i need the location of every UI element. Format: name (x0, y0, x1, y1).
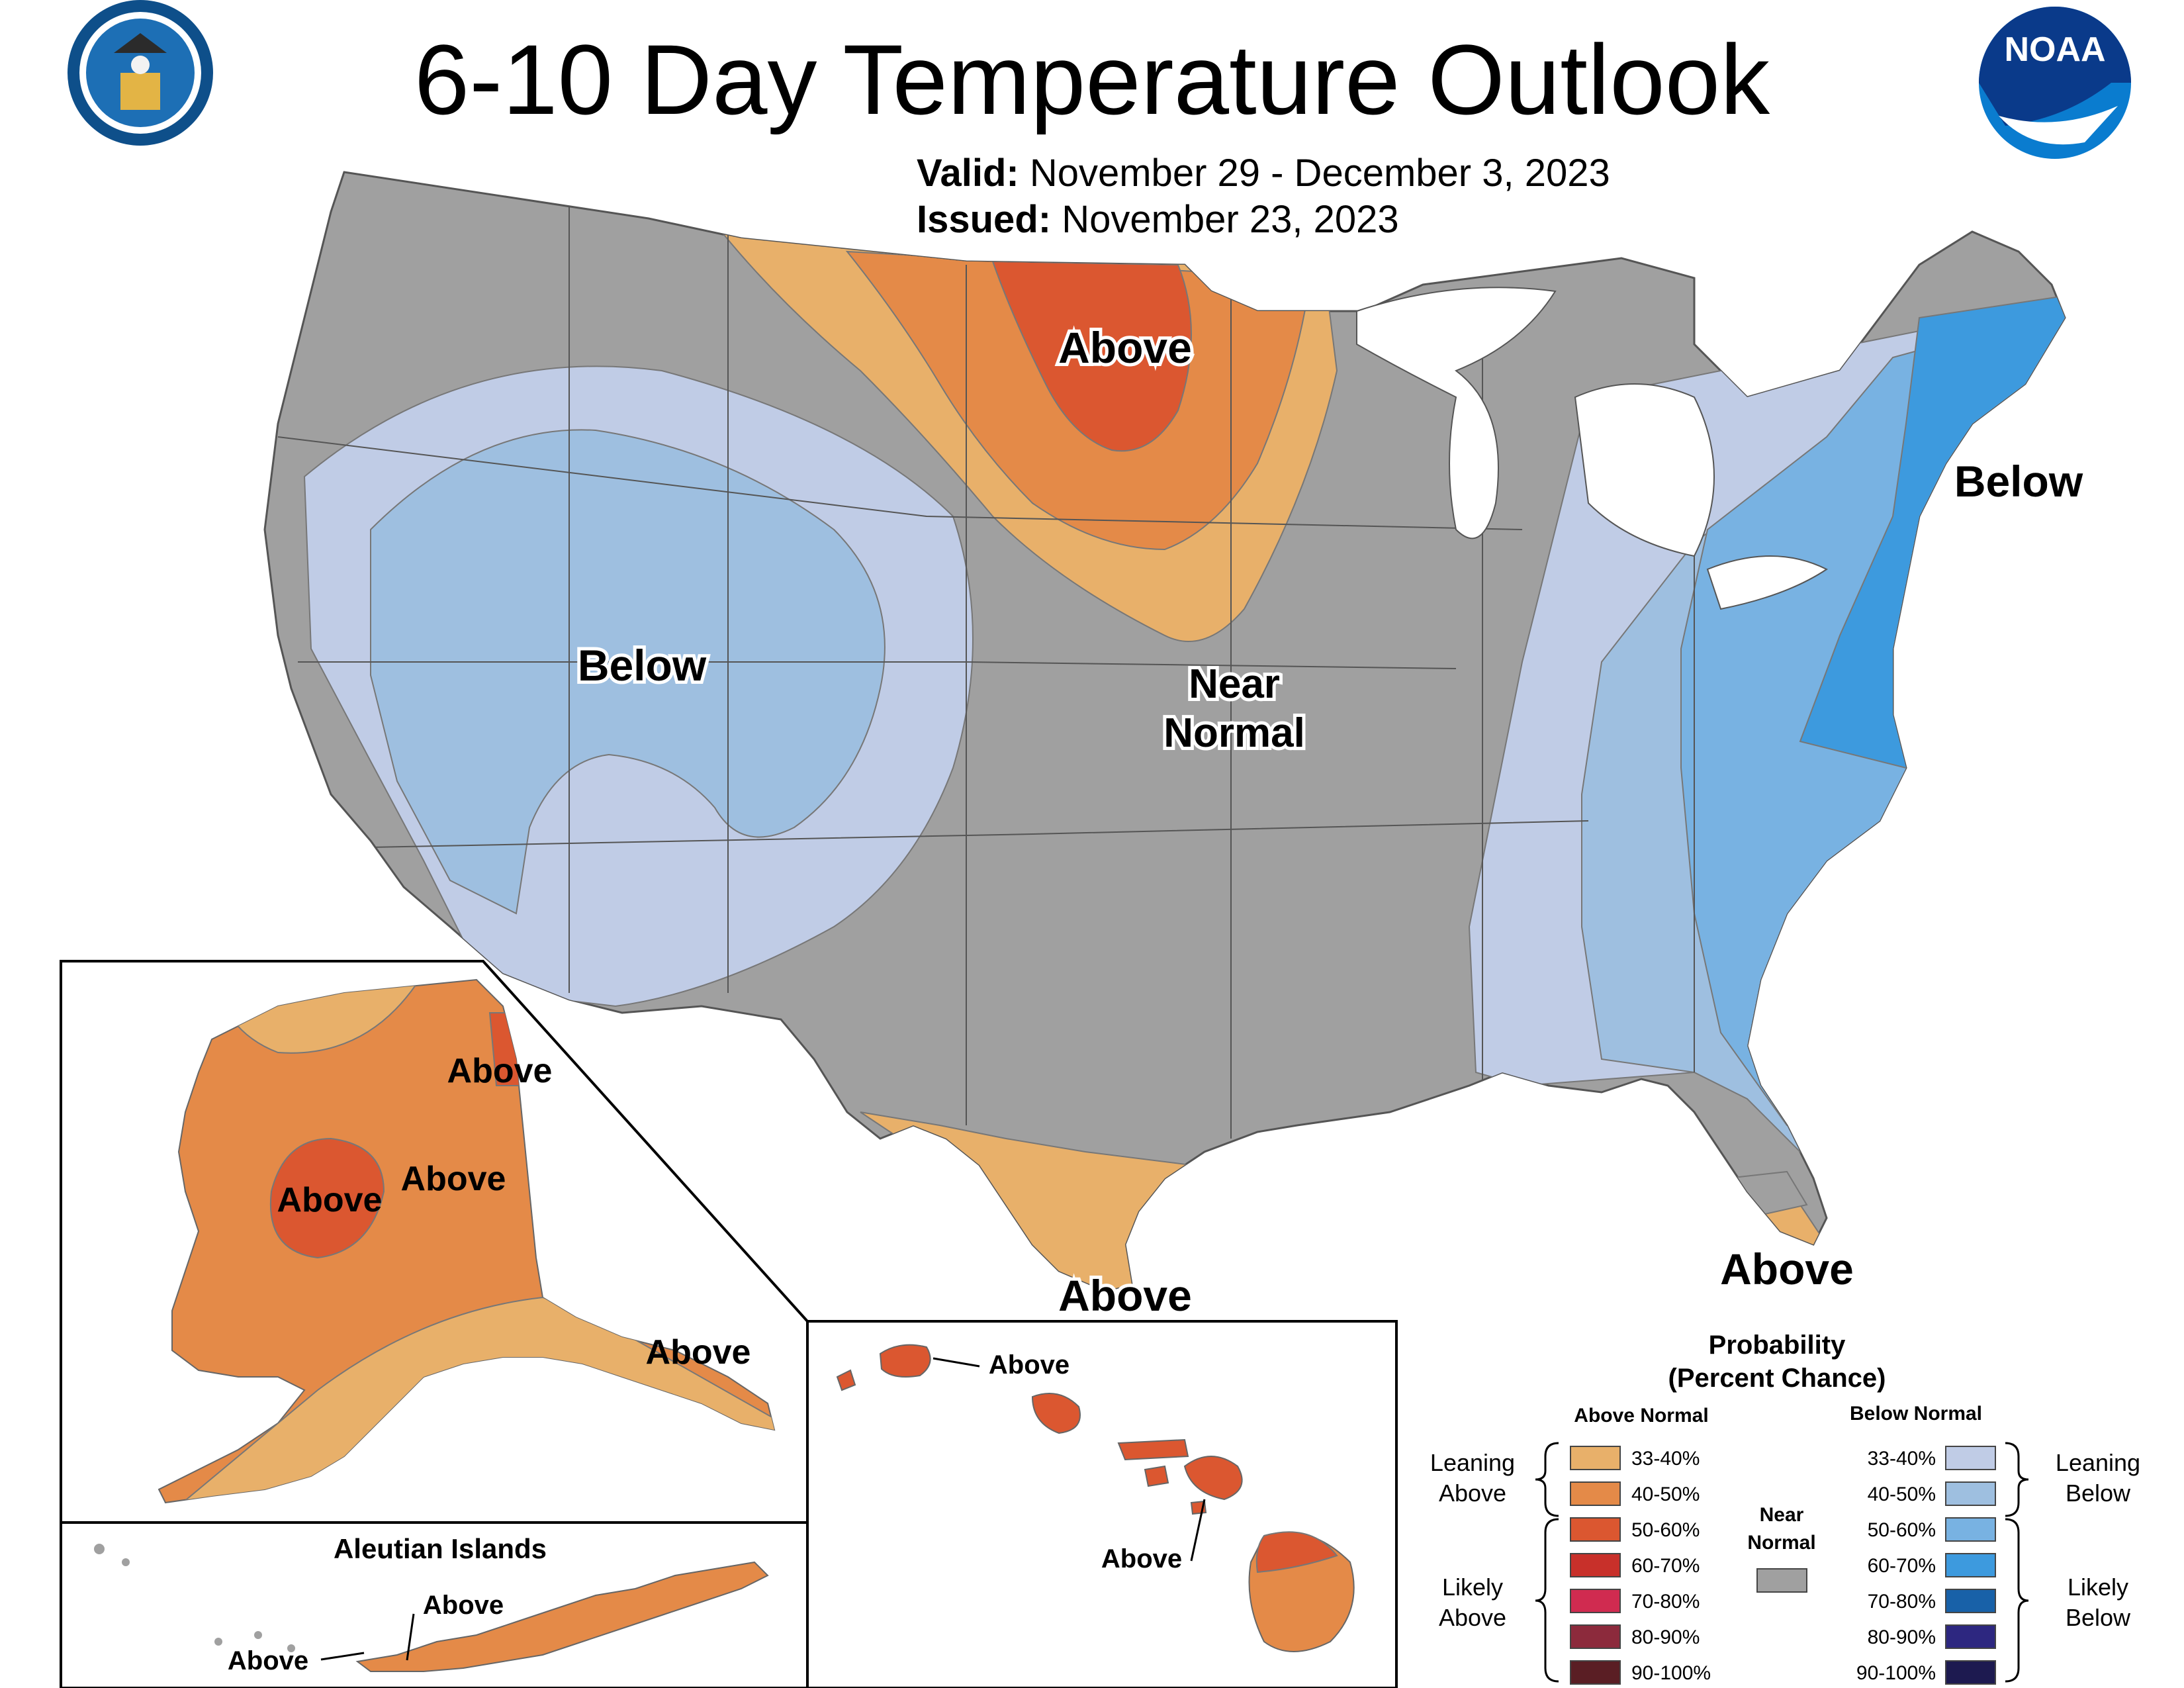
region-above-50-60-north (991, 260, 1192, 452)
above-bin-label-6: 90-100% (1631, 1662, 1711, 1684)
leaning-below-line2: Below (2066, 1479, 2131, 1507)
likely-below-line1: Likely (2068, 1573, 2128, 1601)
hawaii-inset: Above Above (806, 1320, 1398, 1688)
hawaii-lanai (1144, 1465, 1169, 1487)
likely-below-bracket (2005, 1518, 2029, 1683)
label-below-west: Below (578, 641, 707, 690)
issued-date: Issued: November 23, 2023 (917, 197, 1399, 242)
label-aleutian-above-1: Above (228, 1646, 308, 1675)
above-bin-label-2: 50-60% (1631, 1519, 1700, 1541)
leaning-below-bracket (2005, 1442, 2029, 1517)
below-bin-label-1: 40-50% (1868, 1483, 1936, 1505)
below-bin-label-0: 33-40% (1868, 1448, 1936, 1470)
issued-value: November 23, 2023 (1062, 198, 1399, 241)
below-bin-swatch-0 (1945, 1446, 1996, 1470)
below-bin-label-4: 70-80% (1868, 1591, 1936, 1613)
valid-value: November 29 - December 3, 2023 (1029, 152, 1610, 195)
label-above-florida: Above (1720, 1244, 1854, 1293)
below-bin-label-6: 90-100% (1856, 1662, 1936, 1684)
above-bin-label-5: 80-90% (1631, 1626, 1700, 1648)
below-bin-swatch-3 (1945, 1553, 1996, 1577)
above-bin-label-4: 70-80% (1631, 1591, 1700, 1613)
likely-above-line1: Likely (1442, 1573, 1503, 1601)
noaa-logo-text: NOAA (2004, 30, 2105, 69)
likely-below-line2: Below (2066, 1604, 2131, 1631)
label-alaska-above-3: Above (277, 1181, 383, 1219)
aleutian-inset: Aleutian Islands Above Above (60, 1521, 809, 1688)
valid-dates: Valid: November 29 - December 3, 2023 (917, 151, 1610, 196)
aleutian-islands-near-normal (94, 1544, 295, 1652)
label-hawaii-above-1: Above (989, 1350, 1069, 1380)
label-below-northeast: Below (1954, 457, 2083, 506)
above-bin-swatch-2 (1570, 1517, 1621, 1542)
legend-above-header: Above Normal (1574, 1405, 1708, 1427)
state-boundaries (277, 199, 1695, 1139)
likely-above-bracket (1535, 1518, 1559, 1683)
hawaii-maui (1183, 1456, 1243, 1501)
label-alaska-above-1: Above (447, 1052, 553, 1090)
hawaii-molokai (1117, 1438, 1189, 1461)
page-title: 6-10 Day Temperature Outlook (414, 24, 1770, 135)
leaning-below-line1: Leaning (2056, 1449, 2140, 1476)
legend-above-bins: 33-40% 40-50% 50-60% 60-70% 70-80% 80-90% 90-1… (1570, 1446, 1711, 1685)
region-below-40-50-west (370, 429, 886, 915)
noaa-logo-icon: NOAA (1979, 7, 2131, 159)
aleutian-islands-shape (355, 1561, 769, 1672)
below-bin-swatch-1 (1945, 1481, 1996, 1506)
label-near-normal-line2: Normal (1163, 710, 1305, 756)
label-aleutian-above-2: Above (423, 1591, 504, 1620)
valid-label: Valid: (917, 152, 1019, 195)
below-bin-swatch-5 (1945, 1624, 1996, 1649)
legend-below-header: Below Normal (1850, 1403, 1982, 1425)
probability-legend: Probability (Percent Chance) Above Norma… (1430, 1331, 2140, 1685)
label-near-normal-line1: Near (1189, 661, 1280, 707)
issued-label: Issued: (917, 198, 1052, 241)
aleutian-title: Aleutian Islands (334, 1533, 547, 1564)
above-bin-swatch-1 (1570, 1481, 1621, 1506)
above-bin-label-0: 33-40% (1631, 1448, 1700, 1470)
below-bin-swatch-4 (1945, 1589, 1996, 1613)
hawaii-pointer-1 (933, 1357, 980, 1368)
above-bin-label-1: 40-50% (1631, 1483, 1700, 1505)
below-bin-label-2: 50-60% (1868, 1519, 1936, 1541)
hawaii-kauai (879, 1344, 931, 1378)
above-bin-label-3: 60-70% (1631, 1555, 1700, 1577)
near-normal-line1: Near (1760, 1504, 1804, 1526)
label-above-texas: Above (1058, 1271, 1192, 1320)
commerce-seal-icon (68, 0, 213, 146)
label-above-north: Above (1058, 323, 1192, 372)
hawaii-pointer-2 (1190, 1499, 1206, 1562)
likely-above-line2: Above (1439, 1604, 1506, 1631)
near-normal-swatch (1756, 1568, 1807, 1593)
aleutian-pointer-1 (320, 1652, 365, 1661)
hawaii-oahu (1031, 1393, 1081, 1434)
legend-below-bins: 33-40% 40-50% 50-60% 60-70% 70-80% 80-90% 90-1… (1856, 1446, 1996, 1685)
alaska-inset: Above Above Above Above (60, 960, 809, 1524)
hawaii-big-island-50-60 (1255, 1531, 1338, 1573)
leaning-above-line1: Leaning (1430, 1449, 1515, 1476)
above-bin-swatch-6 (1570, 1660, 1621, 1685)
leaning-above-bracket (1535, 1442, 1559, 1517)
legend-title-2: (Percent Chance) (1668, 1364, 1886, 1393)
below-bin-label-5: 80-90% (1868, 1626, 1936, 1648)
above-bin-swatch-5 (1570, 1624, 1621, 1649)
label-alaska-above-2: Above (401, 1160, 506, 1198)
above-bin-swatch-3 (1570, 1553, 1621, 1577)
legend-title-1: Probability (1709, 1331, 1846, 1360)
label-alaska-above-4: Above (646, 1333, 751, 1372)
above-bin-swatch-0 (1570, 1446, 1621, 1470)
below-bin-swatch-6 (1945, 1660, 1996, 1685)
below-bin-label-3: 60-70% (1868, 1555, 1936, 1577)
label-hawaii-above-2: Above (1101, 1544, 1182, 1573)
hawaii-niihau (836, 1369, 856, 1391)
near-normal-line2: Normal (1747, 1532, 1815, 1554)
alaska-above-50-60-central (269, 1137, 385, 1259)
above-bin-swatch-4 (1570, 1589, 1621, 1613)
leaning-above-line2: Above (1439, 1479, 1506, 1507)
great-lakes (1356, 287, 1828, 610)
aleutian-pointer-2 (406, 1613, 415, 1661)
below-bin-swatch-2 (1945, 1517, 1996, 1542)
